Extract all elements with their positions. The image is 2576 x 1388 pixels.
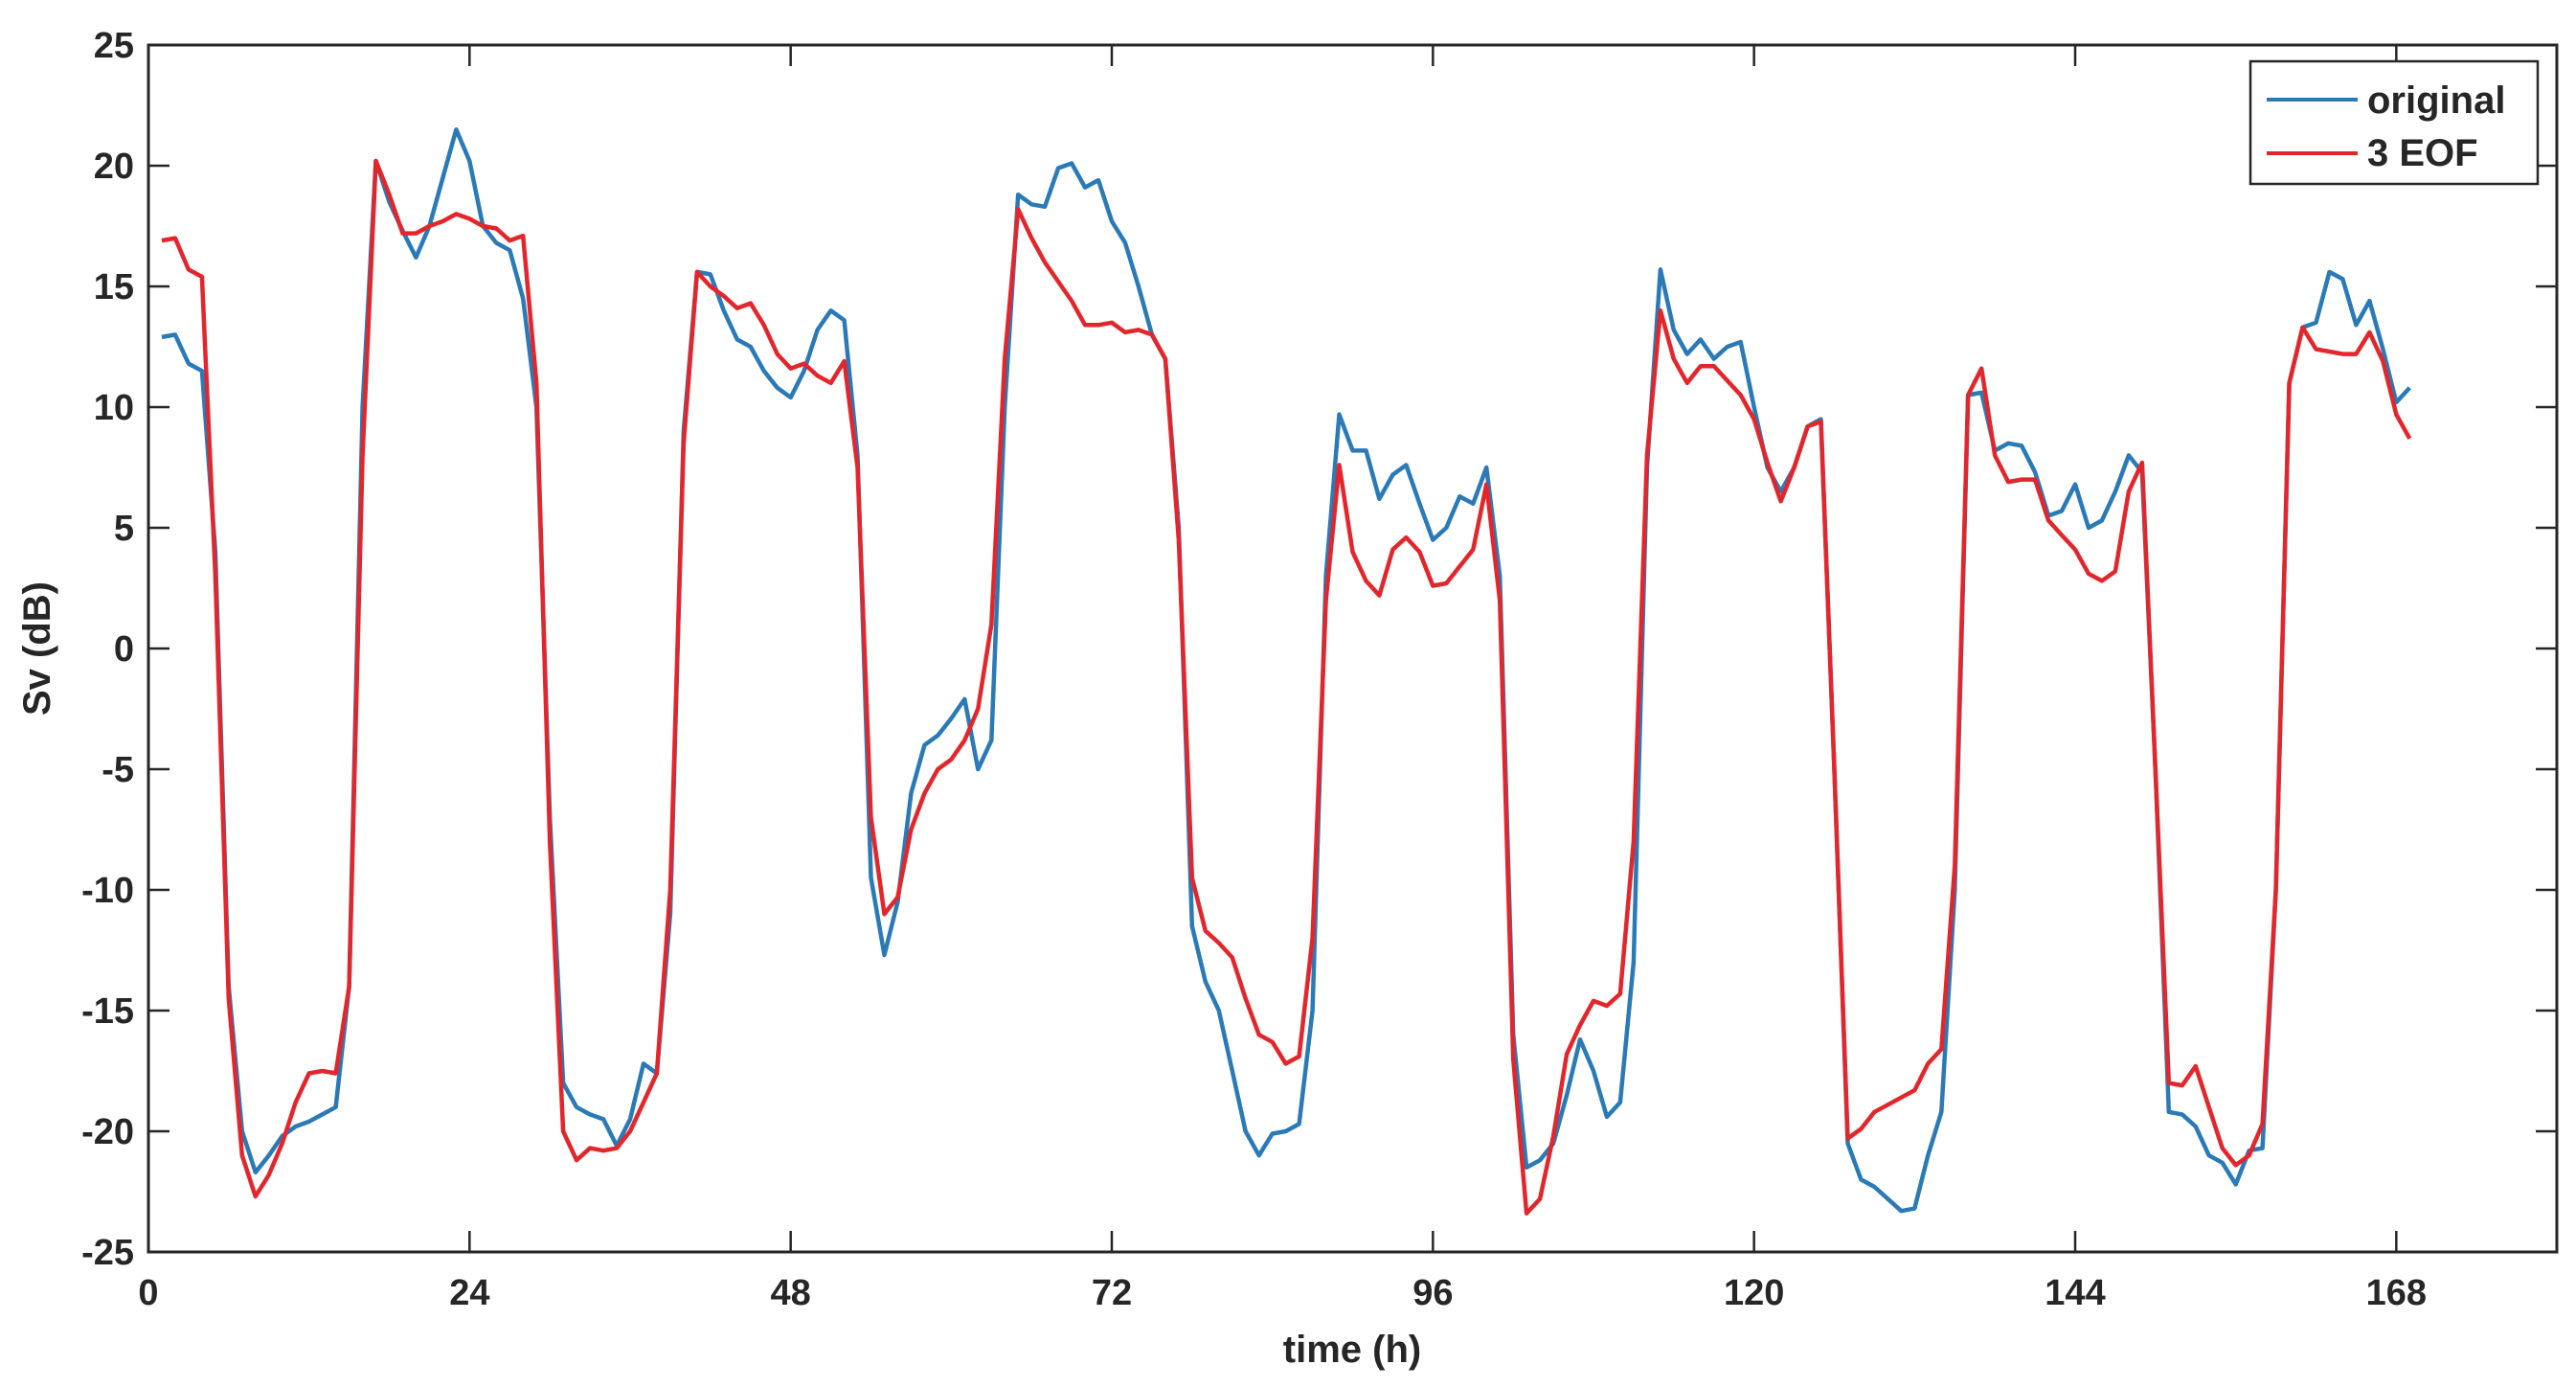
x-axis-ticks: 0 24 48 72 96 120 144 168	[138, 45, 2427, 1313]
x-axis-label: time (h)	[1283, 1329, 1421, 1371]
legend-label-3-eof: 3 EOF	[2367, 132, 2478, 174]
x-tick-label: 24	[449, 1273, 489, 1313]
y-tick-label: -5	[102, 750, 134, 790]
series-layer	[161, 126, 2412, 1216]
y-tick-label: -15	[81, 991, 134, 1032]
y-tick-label: 5	[114, 509, 134, 549]
plot-area	[147, 43, 2559, 1254]
y-tick-label: -10	[81, 871, 134, 911]
y-tick-label: 15	[94, 267, 134, 307]
y-tick-label: 0	[114, 629, 134, 670]
y-axis-ticks: -25 -20 -15 -10 -5 0 5 10 15 20 25	[81, 26, 2557, 1273]
x-tick-label: 72	[1092, 1273, 1132, 1313]
y-tick-label: 25	[94, 26, 134, 66]
y-tick-label: -20	[81, 1112, 134, 1152]
y-tick-label: 10	[94, 388, 134, 428]
x-tick-label: 96	[1412, 1273, 1453, 1313]
y-tick-label: -25	[81, 1233, 134, 1273]
series-line-3-eof	[161, 158, 2412, 1216]
x-tick-label: 168	[2366, 1273, 2427, 1313]
x-tick-label: 120	[1724, 1273, 1784, 1313]
x-tick-label: 0	[138, 1273, 158, 1313]
legend-box	[2248, 59, 2540, 186]
legend: original 3 EOF	[2248, 59, 2540, 186]
x-tick-label: 144	[2045, 1273, 2105, 1313]
legend-label-original: original	[2367, 80, 2505, 122]
y-tick-label: 20	[94, 147, 134, 187]
y-axis-label: Sv (dB)	[16, 581, 58, 716]
x-tick-label: 48	[771, 1273, 811, 1313]
